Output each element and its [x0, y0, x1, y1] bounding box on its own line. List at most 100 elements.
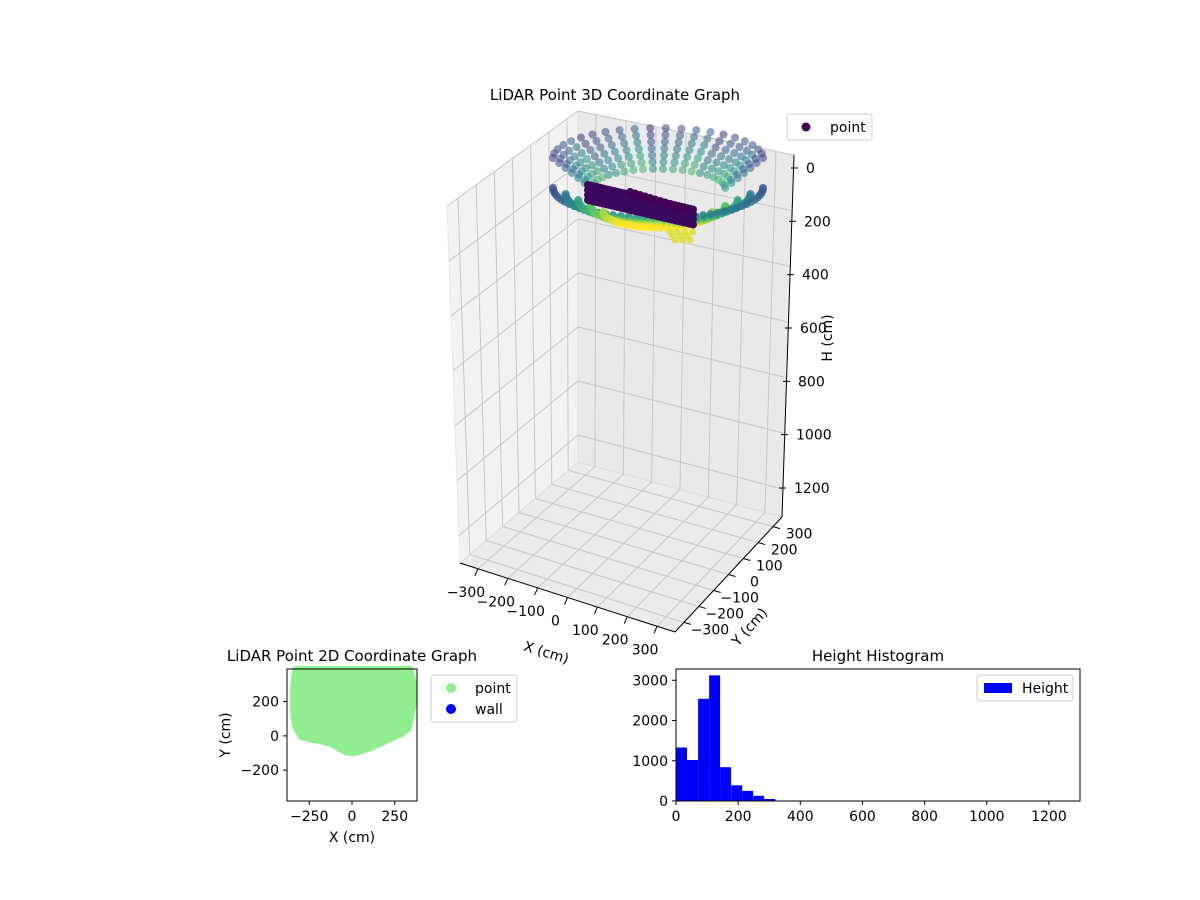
histogram-bar [698, 698, 710, 801]
chart3d-gridlines [446, 110, 795, 627]
chart3d-point [687, 139, 696, 148]
chart3d-point [601, 128, 610, 136]
chart3d-point [689, 220, 697, 229]
chart3d-legend: point [786, 113, 873, 141]
chart3d-y-tick-label: −100 [720, 590, 758, 606]
chart3d-z-tick-label: 600 [800, 321, 827, 337]
chart3d-point [660, 144, 669, 153]
chart3d-point [549, 184, 557, 192]
chart3d-left-gridline-y [566, 118, 569, 471]
chart3d-x-tick [504, 578, 509, 586]
chart3d-point [740, 137, 749, 146]
chart3d-z-axis [781, 154, 795, 518]
chart3d-gridline-z [450, 218, 791, 317]
chart3d-z-tick-label: 400 [802, 268, 829, 284]
chart3d-point [726, 205, 735, 214]
chart3d-y-tick-label: 100 [756, 559, 783, 575]
chart3d-point [731, 133, 739, 142]
chart3d-x-tick [564, 597, 568, 605]
chart3d-point [671, 236, 679, 244]
chart3d-point [604, 170, 613, 179]
chart3d-x-tick-label: 200 [602, 633, 629, 649]
histogram-x-tick-label: 600 [849, 809, 876, 825]
chart3d-point [624, 152, 633, 161]
chart3d-point [681, 204, 689, 213]
chart3d-left-gridline-y [512, 158, 520, 513]
histogram-title: Height Histogram [812, 647, 944, 665]
chart2d-legend-wall-label: wall [475, 702, 503, 718]
chart3d-floor-gridline-y [518, 512, 729, 575]
chart3d-point [677, 124, 686, 133]
chart3d-point [720, 207, 729, 216]
chart3d-point [759, 154, 767, 162]
histogram-x-tick-label: 400 [787, 809, 814, 825]
chart3d-y-tick [698, 605, 706, 609]
chart3d-point [634, 145, 643, 153]
histogram-bar [764, 799, 776, 801]
chart3d-point [565, 146, 574, 155]
chart3d-point [599, 208, 608, 216]
chart3d-point [592, 137, 601, 145]
chart3d-point [593, 167, 602, 176]
chart3d-point [559, 141, 568, 149]
chart3d-point [706, 210, 715, 218]
chart3d-title: LiDAR Point 3D Coordinate Graph [490, 86, 740, 104]
chart3d-legend-marker [801, 122, 811, 132]
histogram-legend-label: Height [1022, 681, 1069, 697]
chart3d-point [567, 137, 576, 146]
chart3d-point [610, 147, 619, 156]
chart3d-z-tick-label: 1200 [794, 481, 830, 497]
chart3d-point [660, 151, 668, 160]
chart3d-point [690, 132, 699, 141]
chart3d-x-tick-label: 0 [551, 614, 560, 630]
chart3d-point [600, 149, 609, 158]
chart3d-y-tick [683, 621, 692, 625]
chart3d-legend-label: point [830, 120, 866, 136]
chart3d-point [703, 134, 712, 143]
chart3d-floor-gridline-x [626, 504, 738, 618]
chart3d-point [595, 158, 604, 167]
histogram-x-tick-label: 1200 [1031, 809, 1067, 825]
chart3d-point [703, 170, 712, 179]
chart3d-point [735, 143, 744, 152]
chart3d-point [706, 128, 715, 136]
chart3d-point [746, 164, 755, 172]
chart3d-z-tick-label: 200 [804, 214, 831, 230]
chart3d-point [577, 133, 585, 142]
histogram-bar [720, 767, 732, 801]
chart3d-point [633, 138, 642, 147]
chart3d-point [574, 196, 583, 204]
chart3d-y-tick [758, 542, 766, 546]
chart3d-point [630, 124, 639, 133]
chart3d-point [648, 151, 656, 160]
chart3d-point [700, 141, 709, 150]
chart3d-point [695, 169, 704, 177]
chart3d-point [612, 169, 621, 177]
chart3d-point [627, 159, 636, 168]
chart3d-point [669, 165, 677, 174]
chart3d-point [614, 154, 623, 163]
chart2d-x-tick-label: −250 [290, 809, 328, 825]
chart3d-point [719, 130, 728, 139]
chart3d-x-tick [653, 626, 658, 634]
chart3d-floor-gridline-y [551, 483, 759, 544]
chart3d-x-tick-label: 100 [572, 623, 599, 639]
chart2d-y-tick-label: 0 [270, 729, 279, 745]
chart3d-point [721, 184, 730, 192]
chart3d-z-tick-label: 1000 [796, 428, 832, 444]
histogram-y-tick-label: 3000 [632, 673, 668, 689]
chart3d-point [604, 134, 613, 143]
chart3d-point [752, 159, 761, 167]
chart3d-point [646, 130, 655, 139]
chart2d-x-tick-label: 0 [348, 809, 357, 825]
chart3d-y-tick-label: −200 [706, 606, 744, 622]
chart3d-point [660, 137, 669, 146]
chart3d-gridline-z [458, 434, 784, 536]
chart3d-point [712, 158, 721, 167]
histogram-x-tick-label: 1000 [969, 809, 1005, 825]
chart3d-point [586, 146, 595, 154]
histogram-bars [676, 675, 1074, 801]
chart3d-point [646, 124, 655, 133]
histogram-bar [676, 747, 687, 801]
